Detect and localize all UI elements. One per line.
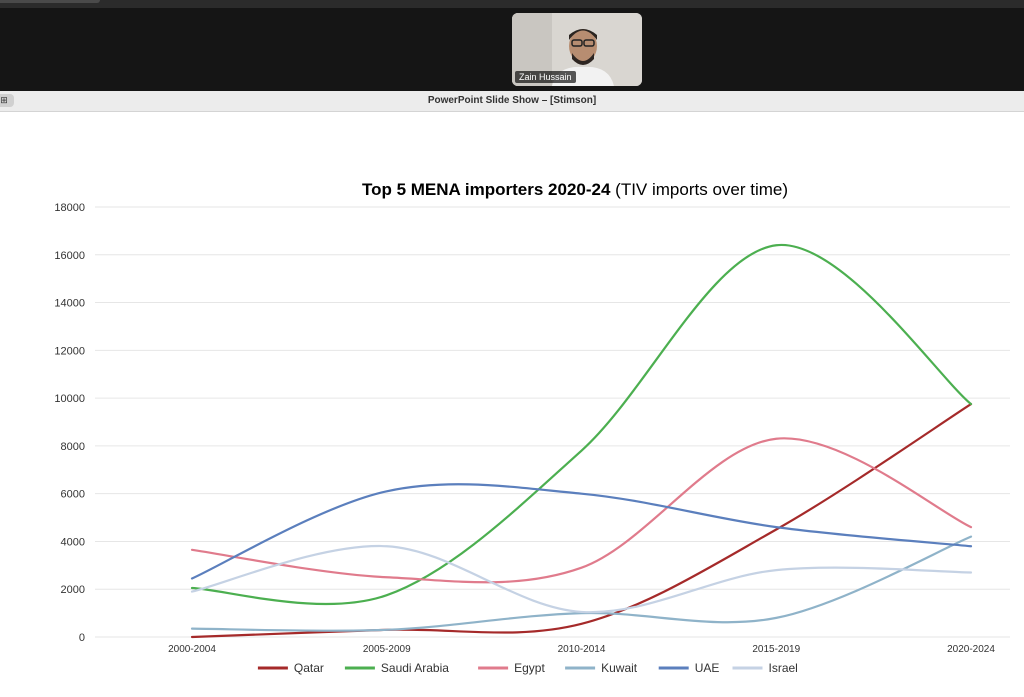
y-tick-label: 10000 (54, 393, 85, 405)
x-tick-label: 2000-2004 (168, 644, 216, 655)
window-title: PowerPoint Slide Show – [Stimson] (427, 95, 597, 106)
legend-label: Kuwait (601, 661, 638, 675)
y-tick-label: 4000 (61, 536, 85, 548)
legend-label: UAE (695, 661, 720, 675)
legend-label: Israel (769, 661, 798, 675)
x-tick-label: 2020-2024 (947, 644, 995, 655)
y-tick-label: 16000 (54, 250, 85, 262)
participant-name: Zain Hussain (515, 71, 576, 83)
y-tick-label: 18000 (54, 202, 85, 214)
x-tick-label: 2005-2009 (363, 644, 411, 655)
slide-canvas (0, 112, 1024, 697)
y-tick-label: 14000 (54, 298, 85, 310)
window-titlebar: ⊞ PowerPoint Slide Show – [Stimson] (0, 91, 1024, 112)
series-line-saudi-arabia (190, 244, 973, 606)
x-tick-label: 2015-2019 (752, 644, 800, 655)
legend-label: Saudi Arabia (381, 661, 449, 675)
top-strip (0, 0, 1024, 8)
series-line-qatar (190, 402, 973, 639)
series-line-uae (190, 483, 973, 580)
legend-label: Egypt (514, 661, 545, 675)
participant-video-tile[interactable]: Zain Hussain (512, 13, 642, 86)
y-tick-label: 0 (79, 632, 85, 644)
y-tick-label: 2000 (61, 584, 85, 596)
legend-label: Qatar (294, 661, 324, 675)
x-tick-label: 2010-2014 (558, 644, 606, 655)
window-control-button[interactable]: ⊞ (0, 94, 14, 107)
chart-title-sub: (TIV imports over time) (610, 180, 789, 199)
series-line-israel (190, 545, 973, 614)
y-tick-label: 8000 (61, 441, 85, 453)
chart-title-main: Top 5 MENA importers 2020-24 (361, 180, 611, 199)
series-line-egypt (190, 437, 973, 584)
y-tick-label: 12000 (54, 345, 85, 357)
top-strip-tab (0, 0, 100, 3)
series-line-kuwait (190, 535, 973, 632)
chart-title: Top 5 MENA importers 2020-24 (TIV import… (0, 180, 1024, 200)
y-tick-label: 6000 (61, 489, 85, 501)
